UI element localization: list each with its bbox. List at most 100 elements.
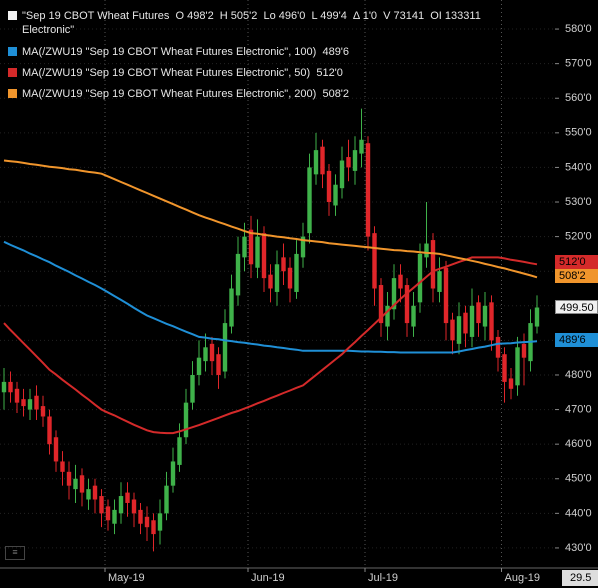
candle-body xyxy=(502,354,507,382)
y-tick-label: 560'0 xyxy=(565,92,592,104)
candle-body xyxy=(372,233,377,289)
candle-body xyxy=(300,236,306,258)
candle-body xyxy=(92,485,98,500)
candle-body xyxy=(131,499,137,514)
candle-body xyxy=(209,343,215,362)
candle-body xyxy=(27,399,33,410)
candle-body xyxy=(164,485,169,514)
candle-body xyxy=(216,354,221,375)
candle-body xyxy=(8,381,13,393)
x-tick-label: Aug-19 xyxy=(505,572,540,584)
price-tag: 512'0 xyxy=(555,255,598,269)
candle-body xyxy=(508,378,514,389)
candle-body xyxy=(261,233,267,279)
candle-body xyxy=(534,307,540,327)
candle-body xyxy=(398,274,403,289)
candle-body xyxy=(144,516,150,528)
legend-swatch xyxy=(8,68,17,77)
legend-label: MA(/ZWU19 "Sep 19 CBOT Wheat Futures Ele… xyxy=(22,67,311,79)
y-tick-label: 440'0 xyxy=(565,507,592,519)
candle-body xyxy=(112,509,117,524)
y-tick-label: 450'0 xyxy=(565,473,592,485)
candle-body xyxy=(73,478,78,490)
candle-body xyxy=(294,253,299,292)
candle-body xyxy=(287,267,293,289)
price-tag: 508'2 xyxy=(555,269,598,283)
x-tick-label: Jun-19 xyxy=(251,572,285,584)
x-tick-label: May-19 xyxy=(108,572,145,584)
candle-body xyxy=(450,319,455,341)
legend-label: MA(/ZWU19 "Sep 19 CBOT Wheat Futures Ele… xyxy=(22,88,317,100)
candle-body xyxy=(40,406,46,417)
candle-body xyxy=(79,475,85,493)
candle-body xyxy=(411,305,416,327)
candle-body xyxy=(437,271,442,292)
candle-body xyxy=(222,323,228,372)
y-tick-label: 540'0 xyxy=(565,161,592,173)
y-tick-label: 520'0 xyxy=(565,231,592,243)
candle-body xyxy=(463,312,468,334)
candle-body xyxy=(515,347,520,386)
candle-body xyxy=(248,229,254,265)
legend-label: MA(/ZWU19 "Sep 19 CBOT Wheat Futures Ele… xyxy=(22,46,317,58)
price-tag: 489'6 xyxy=(555,333,598,347)
y-tick-label: 480'0 xyxy=(565,369,592,381)
candle-body xyxy=(86,489,91,500)
candle-body xyxy=(469,305,475,337)
candle-body xyxy=(391,278,397,310)
candle-body xyxy=(320,146,325,175)
legend-entry: MA(/ZWU19 "Sep 19 CBOT Wheat Futures Ele… xyxy=(8,45,349,59)
candle-body xyxy=(417,253,423,303)
candle-body xyxy=(268,274,273,289)
candle-body xyxy=(118,496,124,514)
y-tick-label: 430'0 xyxy=(565,542,592,554)
y-tick-label: 550'0 xyxy=(565,127,592,139)
candle-body xyxy=(482,305,488,327)
legend-main: "Sep 19 CBOT Wheat Futures O 498'2 H 505… xyxy=(8,9,481,37)
candle-body xyxy=(138,509,143,524)
candle-body xyxy=(404,285,410,324)
candle-body xyxy=(359,139,364,154)
candle-body xyxy=(177,437,182,465)
candle-body xyxy=(21,399,26,407)
candle-body xyxy=(274,264,280,292)
candle-body xyxy=(235,253,241,296)
candle-body xyxy=(151,520,156,535)
candle-body xyxy=(333,184,338,206)
legend-entry: MA(/ZWU19 "Sep 19 CBOT Wheat Futures Ele… xyxy=(8,87,349,101)
moving-average-line xyxy=(3,240,538,354)
candle-body xyxy=(105,506,111,521)
legend-value: 489'6 xyxy=(322,46,350,58)
candle-body xyxy=(307,167,312,234)
candle-body xyxy=(352,150,358,171)
moving-average-line xyxy=(3,256,538,435)
legend-swatch xyxy=(8,47,17,56)
menu-button[interactable]: ≡ xyxy=(5,546,25,560)
candle-body xyxy=(66,471,72,486)
legend-value: 508'2 xyxy=(322,88,350,100)
candle-body xyxy=(378,285,384,324)
legend-entry: MA(/ZWU19 "Sep 19 CBOT Wheat Futures Ele… xyxy=(8,66,343,80)
legend-swatch xyxy=(8,11,17,20)
y-tick-label: 460'0 xyxy=(565,438,592,450)
candle-body xyxy=(157,513,163,531)
corner-badge[interactable]: 29.5 xyxy=(562,570,598,586)
candle-body xyxy=(456,316,462,344)
candle-body xyxy=(203,347,208,362)
candle-body xyxy=(443,267,449,324)
candle-body xyxy=(183,402,189,438)
candle-body xyxy=(14,388,20,403)
candle-body xyxy=(190,374,195,403)
candle-body xyxy=(34,395,39,410)
x-tick-label: Jul-19 xyxy=(368,572,398,584)
last-price-tag: 499.50 xyxy=(555,300,598,314)
y-tick-label: 530'0 xyxy=(565,196,592,208)
y-tick-label: 570'0 xyxy=(565,58,592,70)
candle-body xyxy=(99,496,104,514)
legend-swatch xyxy=(8,89,17,98)
candle-body xyxy=(229,288,234,327)
ohlc-readout: O 498'2 H 505'2 Lo 496'0 L 499'4 Δ 1'0 V… xyxy=(175,10,481,22)
candle-body xyxy=(346,157,351,168)
candle-body xyxy=(60,461,65,472)
